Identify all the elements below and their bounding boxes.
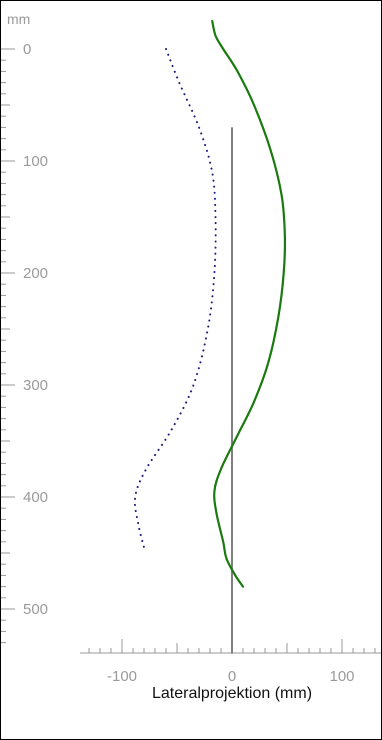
y-tick-label: 100 [23, 153, 48, 170]
x-tick-label: 0 [228, 668, 236, 685]
y-tick-label: 300 [23, 377, 48, 394]
x-axis: -100 0 100 [80, 639, 381, 685]
y-tick-label: 400 [23, 489, 48, 506]
x-tick-label: -100 [107, 668, 137, 685]
x-tick-label: 100 [329, 668, 354, 685]
y-tick-label: 0 [23, 41, 31, 58]
y-axis: 0 100 200 300 400 500 [1, 41, 48, 644]
solid-curve-series [211, 19, 287, 588]
dotted-curve-series [133, 48, 217, 549]
series-layer [133, 19, 287, 654]
y-axis-unit-label: mm [7, 11, 30, 27]
y-tick-label: 200 [23, 265, 48, 282]
y-tick-label: 500 [23, 601, 48, 618]
x-axis-title: Lateralprojektion (mm) [152, 685, 312, 702]
